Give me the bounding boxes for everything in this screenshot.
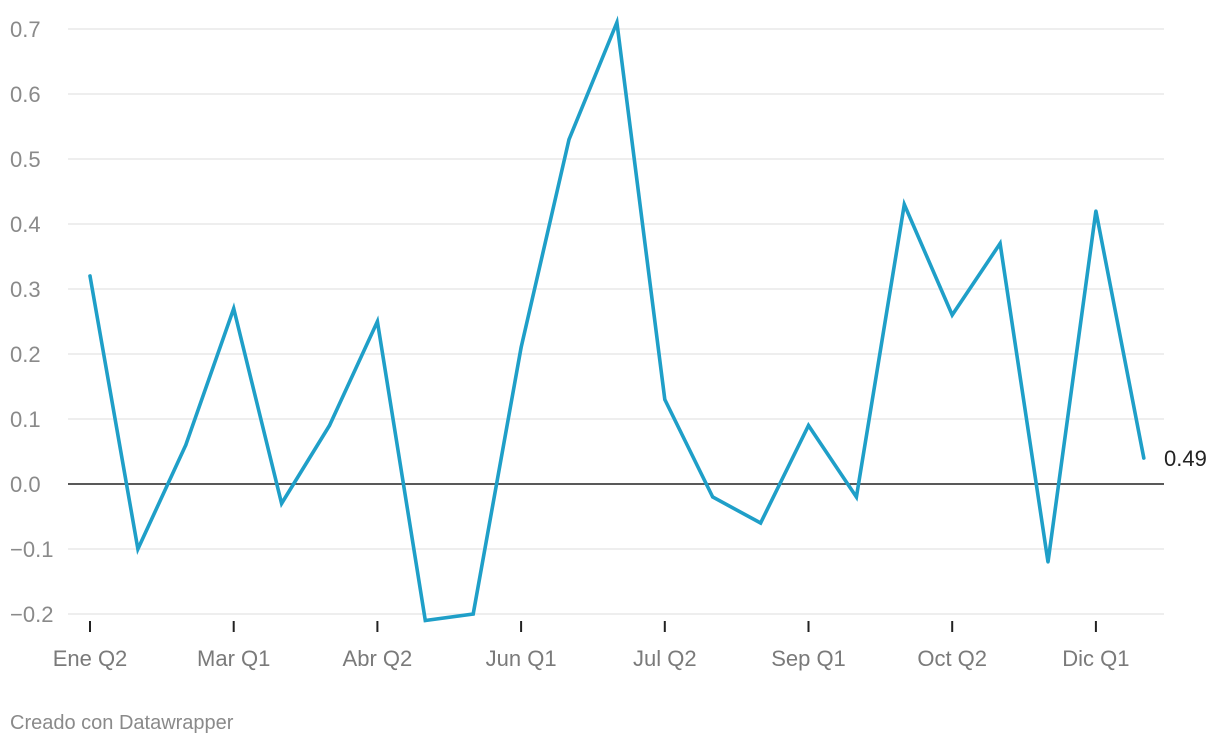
y-axis-ticks: 0.7 0.6 0.5 0.4 0.3 0.2 0.1 0.0 −0.1 −0.2	[10, 17, 53, 627]
label-layer: 0.49	[1164, 446, 1207, 471]
data-point	[280, 501, 284, 506]
data-point	[327, 423, 332, 428]
data-point	[902, 202, 906, 207]
x-tick-label: Oct Q2	[917, 646, 987, 671]
data-point	[854, 495, 859, 499]
data-point	[375, 319, 379, 324]
y-tick-label: 0.4	[10, 212, 41, 237]
grid-lines	[68, 28, 1164, 615]
data-point	[998, 241, 1002, 246]
y-tick-label: 0.5	[10, 147, 41, 172]
data-point	[519, 345, 523, 350]
end-value-label: 0.49	[1164, 446, 1207, 471]
footer-credit: Creado con Datawrapper	[10, 712, 234, 734]
data-point	[88, 274, 92, 278]
x-tick-label: Abr Q2	[343, 646, 413, 671]
data-point	[567, 137, 571, 142]
y-tick-label: −0.1	[10, 537, 53, 562]
data-point	[1046, 560, 1050, 564]
x-tick-label: Sep Q1	[771, 646, 846, 671]
x-tick-label: Jun Q1	[486, 646, 557, 671]
data-point	[136, 547, 140, 551]
x-tick-label: Jul Q2	[633, 646, 697, 671]
series-layer	[88, 15, 1146, 623]
y-tick-label: 0.2	[10, 342, 41, 367]
data-point	[663, 397, 667, 402]
y-tick-label: 0.1	[10, 407, 41, 432]
data-point	[711, 495, 715, 499]
data-point	[1142, 456, 1146, 460]
data-point	[950, 313, 954, 317]
x-tick-label: Dic Q1	[1062, 646, 1129, 671]
x-tick-label: Mar Q1	[197, 646, 270, 671]
data-point	[232, 306, 236, 311]
data-point	[806, 423, 811, 428]
series-line	[88, 15, 1146, 623]
data-point	[1094, 209, 1098, 213]
data-point	[423, 618, 427, 623]
data-point	[615, 20, 619, 25]
y-tick-label: 0.6	[10, 82, 41, 107]
x-tick-label: Ene Q2	[53, 646, 128, 671]
y-tick-label: 0.0	[10, 472, 41, 497]
data-point	[759, 521, 763, 525]
data-point	[184, 443, 188, 447]
y-tick-label: 0.3	[10, 277, 41, 302]
y-tick-label: 0.7	[10, 17, 41, 42]
line-chart: 0.7 0.6 0.5 0.4 0.3 0.2 0.1 0.0 −0.1 −0.2 Ene Q2 M…	[10, 15, 1207, 671]
x-axis-ticks: Ene Q2 Mar Q1 Abr Q2 Jun Q1 Jul Q2 Sep Q1 Oct …	[53, 621, 1130, 671]
y-tick-label: −0.2	[10, 602, 53, 627]
data-point	[471, 612, 475, 616]
